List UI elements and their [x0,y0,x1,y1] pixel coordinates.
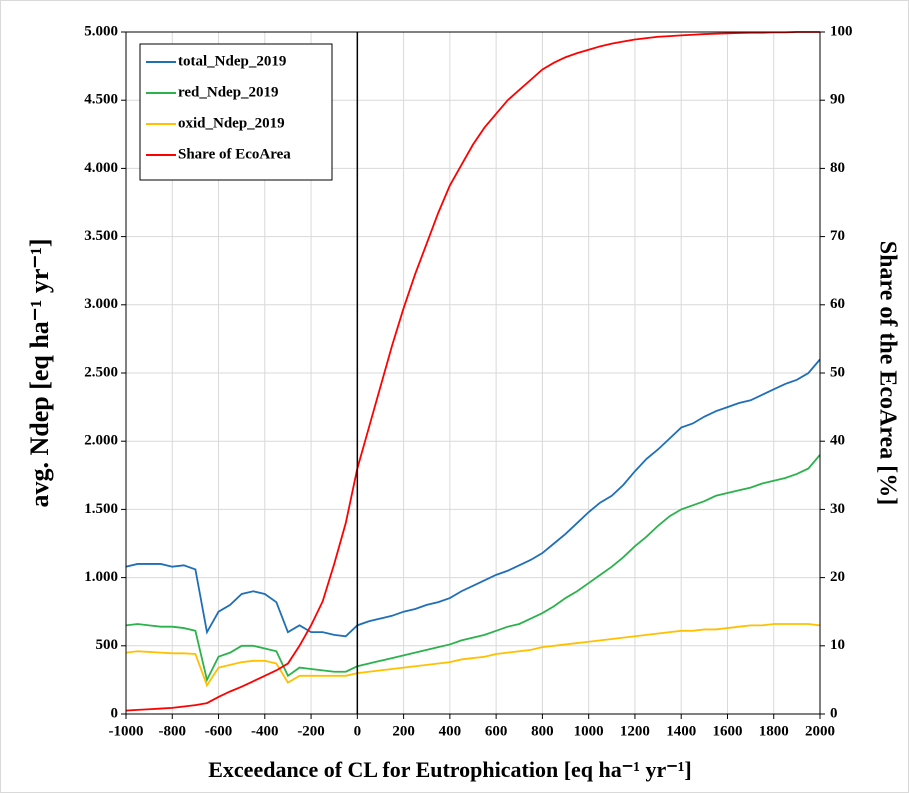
y-tick-label: 2.000 [84,433,118,449]
y-tick-label: 1.500 [84,501,118,517]
x-axis-title: Exceedance of CL for Eutrophication [eq … [208,757,692,782]
y2-tick-label: 80 [830,160,845,176]
axes: 05001.0001.5002.0002.5003.0003.5004.0004… [84,23,852,739]
y2-tick-label: 20 [830,569,845,585]
y-tick-label: 4.500 [84,92,118,108]
x-tick-label: 1800 [759,723,789,739]
x-tick-label: -800 [159,723,187,739]
legend-box [139,43,333,181]
y2-tick-label: 90 [830,92,845,108]
lines [125,31,821,712]
y2-tick-label: 40 [830,433,845,449]
legend-label: total_Ndep_2019 [178,53,286,69]
y-tick-label: 500 [96,637,119,653]
x-tick-label: 2000 [805,723,835,739]
x-tick-label: 1400 [666,723,696,739]
y-tick-label: 5.000 [84,23,118,39]
y-tick-label: 2.500 [84,364,118,380]
x-tick-label: 200 [392,723,415,739]
x-tick-label: -1000 [109,723,144,739]
y2-tick-label: 30 [830,501,845,517]
y-axis-title: avg. Ndep [eq ha⁻¹ yr⁻¹] [25,238,54,507]
x-tick-label: 400 [439,723,462,739]
x-tick-label: 1200 [620,723,650,739]
y2-axis-title: Share of the EcoArea [%] [874,241,900,505]
x-tick-label: 800 [531,723,554,739]
plot-frame [125,31,821,715]
y2-tick-label: 10 [830,637,845,653]
legend-label: oxid_Ndep_2019 [178,115,285,131]
series-line [125,31,820,712]
y-tick-label: 0 [111,705,119,721]
series-line [125,623,821,688]
y-tick-label: 3.000 [84,296,118,312]
legend-label: Share of EcoArea [178,146,291,162]
legend-label: red_Ndep_2019 [178,84,279,100]
x-tick-label: -600 [205,723,233,739]
x-tick-label: -400 [251,723,279,739]
y2-tick-label: 60 [830,296,845,312]
x-tick-label: 1600 [712,723,742,739]
y-tick-label: 4.000 [84,160,118,176]
y2-tick-label: 70 [830,228,845,244]
legend: total_Ndep_2019 red_Ndep_2019 oxid_Ndep_20… [139,43,333,181]
y-tick-label: 3.500 [84,228,118,244]
series-line [125,358,821,638]
x-tick-label: 600 [485,723,508,739]
y-tick-label: 1.000 [84,569,118,585]
x-tick-label: 1000 [574,723,604,739]
y2-tick-label: 100 [830,23,853,39]
series-line [125,454,821,683]
x-tick-label: 0 [354,723,362,739]
y2-tick-label: 0 [830,705,838,721]
x-tick-label: -200 [297,723,325,739]
y2-tick-label: 50 [830,364,845,380]
